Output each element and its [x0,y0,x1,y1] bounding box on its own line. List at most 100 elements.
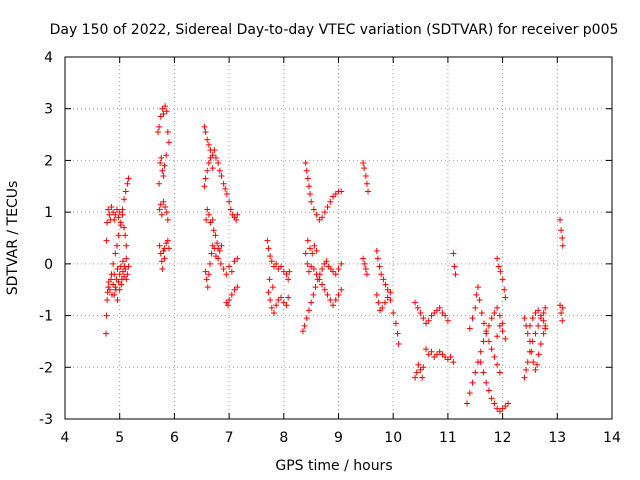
data-point [444,317,451,324]
y-tick-label: 4 [44,50,53,66]
data-point [278,294,285,301]
data-point [395,341,402,348]
data-point [502,335,509,342]
data-point [223,191,230,198]
data-point [447,353,454,360]
data-point [480,338,487,345]
data-point [415,361,422,368]
data-point [420,315,427,322]
data-point [302,250,309,257]
data-point [113,206,120,213]
data-point [521,315,528,322]
data-point [205,211,212,218]
data-point [220,180,227,187]
data-point [335,266,342,273]
data-point [218,242,225,249]
data-point [158,211,165,218]
data-point [283,271,290,278]
data-point [228,268,235,275]
data-point [156,180,163,187]
data-point [310,266,317,273]
data-point [480,369,487,376]
data-point [488,315,495,322]
data-point [163,209,170,216]
data-point [332,271,339,278]
data-point [115,278,122,285]
data-points [103,103,566,415]
data-point [381,299,388,306]
data-point [210,227,217,234]
data-point [559,304,566,311]
data-point [123,242,130,249]
y-tick-label: 1 [44,205,53,221]
data-point [444,356,451,363]
data-point [338,286,345,293]
data-point [311,242,318,249]
data-point [162,103,169,110]
data-point [209,216,216,223]
data-point [159,266,166,273]
data-point [532,309,539,316]
data-point [363,180,370,187]
data-point [537,312,544,319]
data-point [273,302,280,309]
data-point [491,353,498,360]
data-point [535,351,542,358]
data-point [201,123,208,130]
data-point [558,309,565,316]
data-point [112,211,119,218]
data-point [323,258,330,265]
data-point [159,167,166,174]
data-point [378,271,385,278]
data-point [218,172,225,179]
data-point [477,348,484,355]
y-tick-label: 3 [44,102,53,118]
data-point [495,263,502,270]
x-tick-label: 13 [548,430,566,446]
data-point [559,242,566,249]
data-point [332,297,339,304]
data-point [211,245,218,252]
data-point [156,206,163,213]
data-point [304,237,311,244]
x-tick-label: 7 [225,430,234,446]
data-point [472,369,479,376]
data-point [501,286,508,293]
data-point [532,366,539,373]
data-point [442,353,449,360]
data-point [216,167,223,174]
data-point [113,242,120,249]
data-point [361,260,368,267]
data-point [529,315,536,322]
data-point [413,369,420,376]
data-point [280,268,287,275]
data-point [226,297,233,304]
data-point [494,405,501,412]
data-point [466,325,473,332]
data-point [125,175,132,182]
data-point [103,312,110,319]
data-point [305,268,312,275]
data-point [227,206,234,213]
data-point [123,276,130,283]
data-point [417,309,424,316]
x-tick-label: 6 [170,430,179,446]
y-tick-label: 2 [44,153,53,169]
data-point [157,250,164,257]
data-point [103,330,110,337]
data-point [104,297,111,304]
data-point [374,255,381,262]
data-point [474,284,481,291]
data-point [206,260,213,267]
chart-title: Day 150 of 2022, Sidereal Day-to-day VTE… [50,22,619,38]
data-point [161,162,168,169]
x-tick-label: 4 [61,430,70,446]
data-point [202,175,209,182]
data-point [338,260,345,267]
data-point [159,105,166,112]
data-point [559,317,566,324]
data-point [160,247,167,254]
data-point [488,346,495,353]
data-point [223,271,230,278]
x-tick-label: 10 [384,430,402,446]
